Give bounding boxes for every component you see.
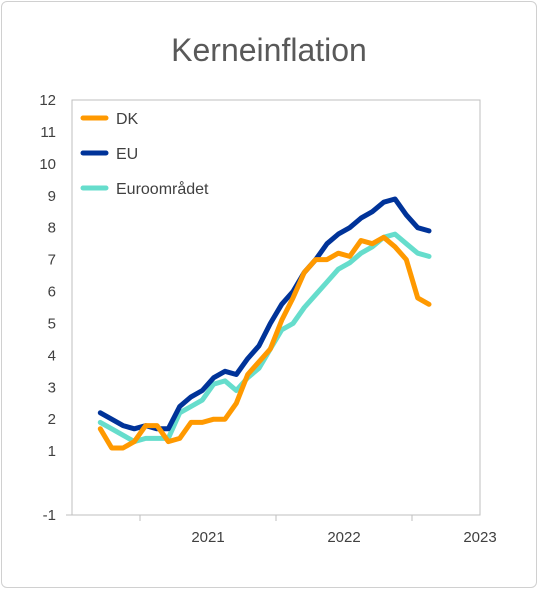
y-tick-label: 10 [39, 156, 56, 173]
y-tick-label: 9 [48, 188, 56, 205]
legend-label-eu: EU [116, 146, 138, 163]
y-tick-label: -1 [43, 507, 56, 524]
x-tick-label: 2022 [327, 529, 360, 546]
x-tick-label: 2023 [463, 529, 496, 546]
series-line-eu [97, 196, 432, 432]
series-line-dk [97, 234, 432, 451]
y-tick-label: 2 [48, 411, 56, 428]
y-tick-label: 3 [48, 379, 56, 396]
y-tick-label: 7 [48, 252, 56, 269]
y-tick-label: 11 [40, 124, 56, 141]
chart-title: Kerneinflation [171, 32, 367, 68]
legend-label-dk: DK [116, 111, 139, 128]
y-tick-label: 1 [48, 443, 56, 460]
y-tick-label: 5 [48, 315, 56, 332]
legend-label-euroområdet: Euroområdet [116, 180, 209, 198]
y-tick-label: 12 [39, 92, 56, 109]
x-tick-label: 2021 [191, 529, 224, 546]
y-tick-label: 8 [48, 220, 56, 237]
y-tick-label: 4 [48, 347, 56, 364]
y-tick-label: 6 [48, 284, 56, 301]
